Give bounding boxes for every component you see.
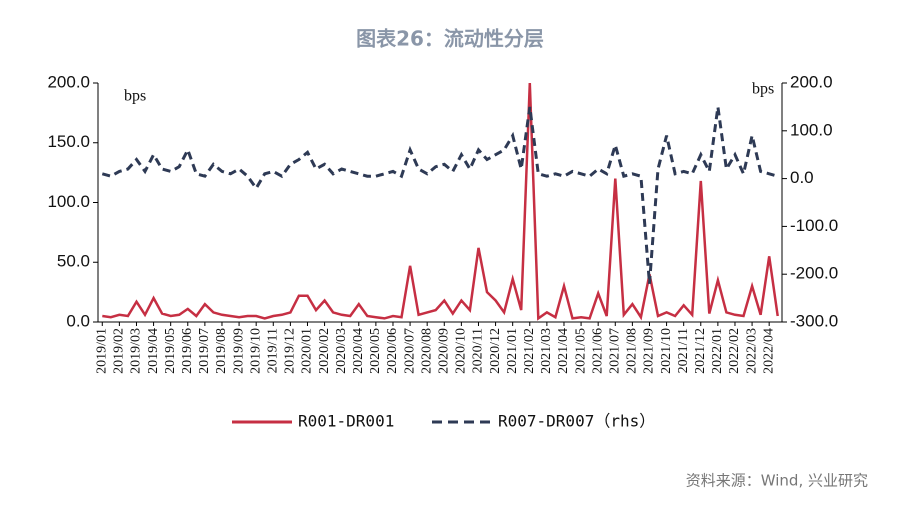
x-tick-label: 2020/02: [317, 328, 332, 374]
x-tick-label: 2019/03: [129, 328, 144, 374]
y-tick-label: 0.0: [66, 311, 90, 330]
x-tick-label: 2019/04: [146, 328, 161, 374]
x-tick-label: 2021/06: [590, 328, 605, 374]
x-tick-label: 2021/12: [693, 328, 708, 374]
x-tick-label: 2021/04: [556, 328, 571, 374]
series-line: [102, 82, 779, 321]
x-tick-label: 2020/08: [419, 328, 434, 374]
y-tick-label: 150.0: [47, 132, 90, 151]
x-tick-label: 2019/05: [163, 328, 178, 374]
x-tick-label: 2020/07: [402, 328, 417, 374]
legend-label: R001-DR001: [298, 412, 394, 431]
x-tick-label: 2020/06: [385, 328, 400, 374]
y2-tick-label: 200.0: [790, 72, 833, 91]
x-tick-label: 2019/07: [197, 328, 212, 374]
x-tick-label: 2019/10: [248, 328, 263, 374]
y-tick-label: 100.0: [47, 192, 90, 211]
y-axis-label: bps: [124, 88, 146, 105]
x-tick-label: 2021/03: [539, 328, 554, 374]
x-tick-label: 2020/09: [436, 328, 451, 374]
y2-tick-label: -300.0: [790, 311, 838, 330]
series-line: [101, 106, 779, 284]
x-tick-label: 2020/12: [488, 328, 503, 374]
x-tick-label: 2019/01: [94, 328, 109, 374]
x-tick-label: 2022/03: [744, 328, 759, 374]
x-tick-label: 2020/10: [454, 328, 469, 374]
y-tick-label: 200.0: [47, 72, 90, 91]
legend-label: R007-DR007（rhs）: [498, 412, 655, 431]
x-tick-label: 2020/05: [368, 328, 383, 374]
y2-tick-label: -200.0: [790, 264, 838, 283]
x-tick-label: 2020/04: [351, 328, 366, 374]
chart-title: 图表26：流动性分层: [356, 27, 544, 51]
x-tick-label: 2019/08: [214, 328, 229, 374]
source: 资料来源：Wind, 兴业研究: [686, 472, 868, 490]
x-tick-label: 2022/01: [710, 328, 725, 374]
y2-tick-label: -100.0: [790, 216, 838, 235]
x-tick-label: 2020/01: [300, 328, 315, 374]
x-tick-label: 2020/11: [471, 328, 486, 373]
y2-axis-label: bps: [752, 81, 774, 98]
x-tick-label: 2021/02: [522, 328, 537, 374]
x-tick-label: 2019/12: [283, 328, 298, 374]
x-tick-label: 2022/04: [761, 328, 776, 374]
x-tick-label: 2020/03: [334, 328, 349, 374]
x-tick-label: 2019/09: [231, 328, 246, 374]
x-tick-label: 2021/09: [642, 328, 657, 374]
y2-tick-label: 0.0: [790, 168, 814, 187]
x-tick-label: 2021/01: [505, 328, 520, 374]
x-tick-label: 2021/08: [625, 328, 640, 374]
x-tick-label: 2022/02: [727, 328, 742, 374]
x-tick-label: 2019/06: [180, 328, 195, 374]
x-tick-label: 2021/10: [659, 328, 674, 374]
x-tick-label: 2021/07: [607, 328, 622, 374]
x-tick-label: 2019/02: [112, 328, 127, 374]
x-tick-label: 2019/11: [265, 328, 280, 373]
x-tick-label: 2021/05: [573, 328, 588, 374]
y-tick-label: 50.0: [57, 252, 90, 271]
x-tick-label: 2021/11: [676, 328, 691, 373]
y2-tick-label: 100.0: [790, 120, 833, 139]
